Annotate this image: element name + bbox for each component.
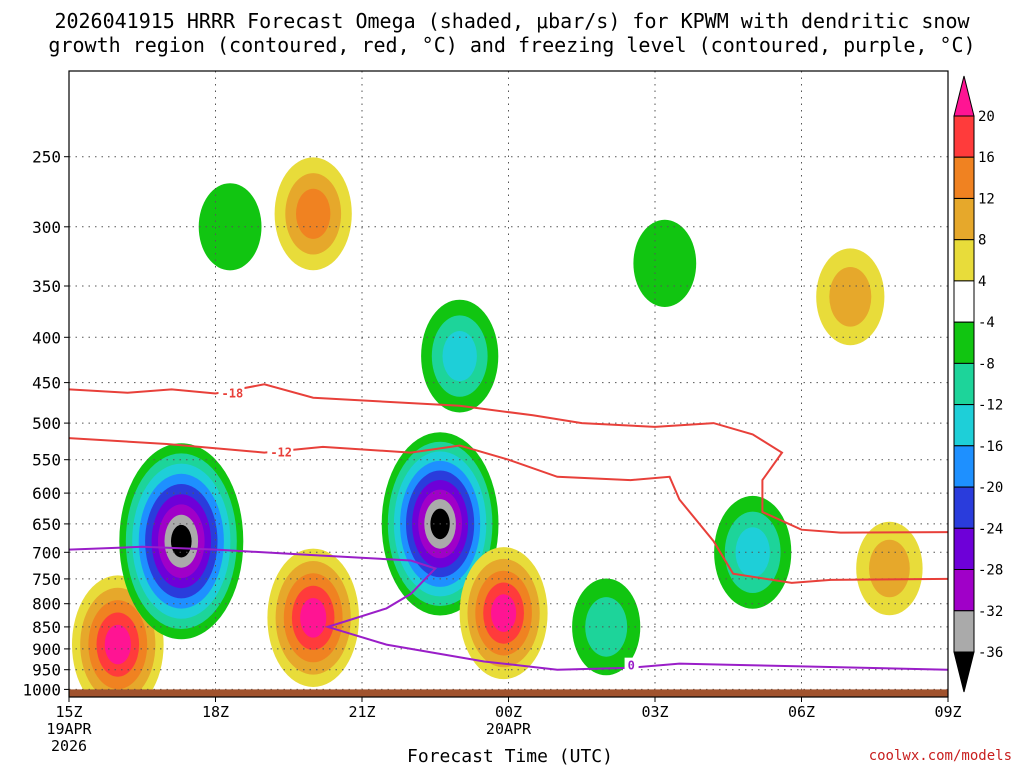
colorbar-label--4: -4 [978, 315, 995, 331]
x-tick-label-18Z: 18Z [202, 703, 229, 721]
x-tick-label-09Z: 09Z [934, 703, 961, 721]
y-tick-label-800: 800 [32, 595, 61, 614]
colorbar-segment-2 [953, 198, 975, 241]
colorbar-segment-9 [953, 486, 975, 529]
colorbar-label--20: -20 [978, 480, 1003, 496]
dgz-label-bg--12 [267, 445, 294, 460]
colorbar-label--32: -32 [978, 604, 1003, 620]
y-tick-label-1000: 1000 [22, 680, 61, 699]
plot-area: -18 -12 0 [68, 70, 949, 698]
colorbar-label--24: -24 [978, 521, 1003, 537]
colorbar-segment-12 [953, 610, 975, 653]
x-tick-label-03Z: 03Z [641, 703, 668, 721]
omega-feature-5-level-2 [296, 188, 331, 239]
y-tick-label-700: 700 [32, 543, 61, 562]
omega-feature-10-level-1 [829, 267, 872, 327]
y-tick-label-750: 750 [32, 570, 61, 589]
freezing-level-contour [69, 545, 948, 671]
ground-strip [69, 689, 948, 697]
colorbar-label-4: 4 [978, 274, 986, 290]
colorbar-label-12: 12 [978, 192, 995, 208]
colorbar-bottom-arrow [953, 651, 975, 693]
omega-feature-8-level-0 [633, 219, 697, 307]
colorbar-segment-10 [953, 527, 975, 570]
y-tick-label-950: 950 [32, 661, 61, 680]
omega-fills [72, 157, 923, 697]
colorbar-segment-8 [953, 445, 975, 488]
colorbar-segment-4 [953, 280, 975, 323]
colorbar-top-arrow [953, 75, 975, 117]
colorbar-segment-11 [953, 569, 975, 612]
y-tick-label-550: 550 [32, 451, 61, 470]
y-tick-label-250: 250 [32, 148, 61, 167]
colorbar-label-8: 8 [978, 233, 986, 249]
y-tick-label-450: 450 [32, 374, 61, 393]
colorbar-label-16: 16 [978, 150, 995, 166]
colorbar-segment-0 [953, 115, 975, 158]
omega-feature-11-level-1 [869, 539, 910, 598]
x-tick-label-15Z: 15Z [55, 703, 82, 721]
omega-feature-12-level-1 [585, 597, 628, 657]
colorbar-label--8: -8 [978, 356, 995, 372]
colorbar-label--36: -36 [978, 645, 1003, 661]
omega-feature-2-level-4 [300, 598, 327, 638]
contours: -18 -12 0 [69, 383, 948, 673]
colorbar-label--12: -12 [978, 398, 1003, 414]
x-tick-label-00Z: 00Z [495, 703, 522, 721]
dgz-label--12: -12 [270, 446, 292, 460]
omega-feature-0-level-4 [104, 624, 131, 665]
freezing-level-label: 0 [628, 659, 635, 673]
dgz-label-bg--18 [218, 386, 245, 401]
freezing-level-label-bg [624, 657, 639, 672]
colorbar-segment-3 [953, 239, 975, 282]
chart-title-line2: growth region (contoured, red, °C) and f… [48, 33, 975, 57]
x-tick-label-21Z: 21Z [348, 703, 375, 721]
dgz-contour--18 [69, 383, 948, 534]
x-axis-label: Forecast Time (UTC) [407, 746, 613, 767]
colorbar-label--16: -16 [978, 439, 1003, 455]
colorbar-label-20: 20 [978, 109, 995, 125]
y-tick-label-900: 900 [32, 640, 61, 659]
y-tick-label-600: 600 [32, 484, 61, 503]
credit-text: coolwx.com/models [869, 748, 1012, 764]
colorbar-segment-5 [953, 321, 975, 364]
y-tick-label-300: 300 [32, 218, 61, 237]
colorbar-segment-7 [953, 404, 975, 447]
grid [69, 71, 948, 697]
omega-feature-4-level-4 [491, 594, 517, 632]
y-tick-label-400: 400 [32, 328, 61, 347]
dgz-contour--12 [69, 437, 948, 584]
dgz-label--18: -18 [222, 387, 244, 401]
chart-title-line1: 2026041915 HRRR Forecast Omega (shaded, … [54, 9, 970, 33]
y-tick-label-850: 850 [32, 618, 61, 637]
y-tick-label-650: 650 [32, 515, 61, 534]
x-tick-label-06Z: 06Z [788, 703, 815, 721]
omega-feature-7-level-2 [442, 331, 477, 382]
colorbar-label--28: -28 [978, 563, 1003, 579]
x-tick-date-15Z: 19APR [46, 720, 92, 738]
y-axis: 250 300 350 400 450 500 550 600 650 700 750 800 850 9… [22, 148, 69, 699]
x-tick-year-15Z: 2026 [51, 737, 87, 755]
colorbar: 20 16 12 8 4 -4 -8 -12 -16 -20 -24 -28 -32 -36 [953, 75, 1003, 693]
y-tick-label-500: 500 [32, 414, 61, 433]
omega-feature-6-level-0 [198, 183, 262, 271]
x-tick-date-00Z: 20APR [486, 720, 532, 738]
colorbar-segment-1 [953, 156, 975, 199]
y-tick-label-350: 350 [32, 277, 61, 296]
colorbar-segment-6 [953, 362, 975, 406]
